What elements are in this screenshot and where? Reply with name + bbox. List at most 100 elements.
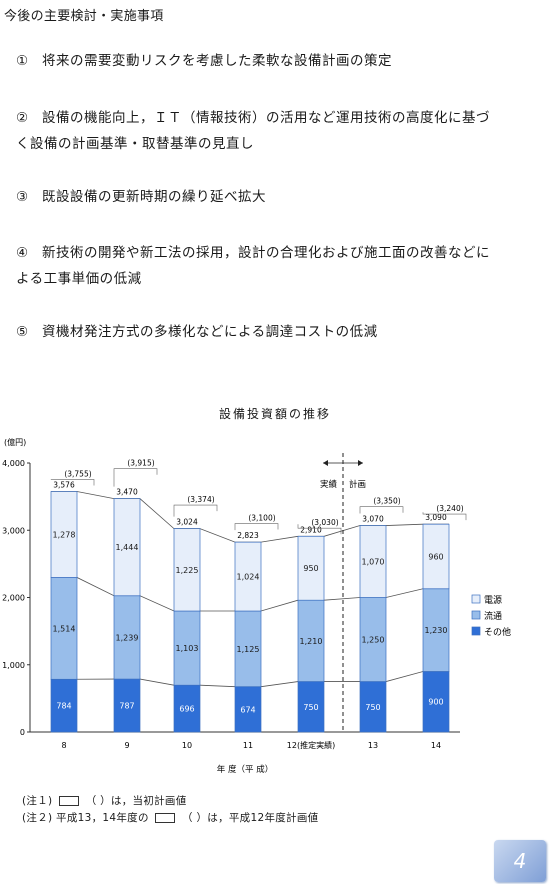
legend-label: 流通 [484, 610, 502, 622]
arrow-left-icon [323, 460, 328, 466]
data-label: 674 [240, 705, 255, 714]
item-number: ① [16, 53, 29, 69]
plan-value-label: (3,374) [187, 495, 214, 504]
bar-segment [113, 498, 141, 597]
x-axis-title: 年 度（平 成） [217, 764, 273, 775]
plan-value-label: (3,240) [436, 504, 463, 513]
plan-value-label: (3,030) [311, 518, 338, 527]
plan-value-label: (3,350) [373, 497, 400, 506]
page-heading: 今後の主要検討・実施事項 [4, 9, 164, 24]
list-item: ⑤ 資機材発注方式の多様化などによる調達コストの低減 [16, 319, 536, 345]
item-text: 既設設備の更新時期の繰り延べ拡大 [42, 189, 266, 205]
y-tick-label: 3,000 [2, 526, 25, 535]
item-number: ④ [16, 245, 29, 261]
legend-box-icon [155, 813, 176, 823]
item-text-continued: く設備の計画基準・取替基準の見直し [16, 136, 254, 152]
data-label: 1,514 [53, 624, 76, 633]
data-label: 1,444 [116, 543, 139, 552]
list-item: ② 設備の機能向上，ＩＴ（情報技術）の活用など運用技術の高度化に基づ く設備の計画… [16, 105, 536, 157]
bar-segment [297, 681, 325, 733]
legend-label: 電源 [484, 595, 502, 606]
list-item: ③ 既設設備の更新時期の繰り延べ拡大 [16, 184, 536, 210]
bar-segment [50, 491, 78, 578]
page-number: 4 [494, 840, 546, 882]
data-label: 784 [56, 702, 71, 711]
item-text-continued: よる工事単価の低減 [16, 271, 142, 287]
bar-segment [173, 528, 201, 612]
plan-bracket [173, 504, 218, 517]
data-label: 1,278 [53, 530, 76, 539]
item-number: ⑤ [16, 324, 29, 340]
plan-bracket [234, 523, 279, 531]
data-label: 1,250 [362, 636, 385, 645]
total-label: 3,070 [362, 515, 384, 524]
legend-swatch [471, 610, 481, 620]
data-label: 960 [428, 552, 443, 561]
bar-segment [113, 595, 141, 680]
data-label: 1,103 [176, 644, 199, 653]
data-label: 1,239 [116, 633, 139, 642]
data-label: 1,225 [176, 566, 199, 575]
x-tick-label: 10 [182, 741, 192, 750]
bar-segment [297, 535, 325, 601]
total-label: 3,576 [53, 481, 75, 490]
legend-swatch [471, 626, 481, 636]
note-2-prefix: (注２) 平成13，14年度の [22, 812, 149, 824]
y-tick-label: 4,000 [2, 459, 25, 468]
item-text: 新技術の開発や新工法の採用，設計の合理化および施工面の改善などに [42, 245, 490, 261]
total-label: 3,090 [425, 513, 447, 522]
item-text: 将来の需要変動リスクを考慮した柔軟な設備計画の策定 [42, 53, 392, 69]
total-label: 2,910 [300, 525, 322, 534]
data-label: 750 [365, 703, 380, 712]
bar-segment [422, 671, 450, 733]
note-2: (注２) 平成13，14年度の （ ）は，平成12年度計画値 [22, 810, 318, 825]
item-text: 設備の機能向上，ＩＴ（情報技術）の活用など運用技術の高度化に基づ [42, 110, 490, 126]
x-tick-label: 9 [124, 741, 129, 750]
list-item: ① 将来の需要変動リスクを考慮した柔軟な設備計画の策定 [16, 48, 536, 74]
bar-segment [234, 686, 262, 733]
x-tick-label: 13 [368, 741, 378, 750]
note-1-prefix: (注１) [22, 795, 53, 807]
note-2-text: （ ）は，平成12年度計画値 [182, 812, 319, 824]
y-tick-label: 2,000 [2, 594, 25, 603]
item-number: ② [16, 110, 29, 126]
plan-value-label: (3,755) [64, 469, 91, 478]
bar-segment [422, 523, 450, 590]
data-label: 900 [428, 698, 443, 707]
legend-swatch [471, 594, 481, 604]
data-label: 950 [303, 564, 318, 573]
arrow-right-icon [358, 460, 363, 466]
bar-segment [359, 681, 387, 733]
bar-segment [234, 541, 262, 612]
bar-segment [50, 577, 78, 680]
y-axis-label: (億円) [4, 437, 26, 447]
plan-value-label: (3,915) [127, 459, 154, 468]
bar-segment [359, 525, 387, 598]
data-label: 750 [303, 703, 318, 712]
item-number: ③ [16, 189, 29, 205]
plan-value-label: (3,100) [248, 514, 275, 523]
total-label: 2,823 [237, 531, 259, 540]
plan-bracket [113, 468, 158, 487]
x-tick-label: 11 [243, 741, 253, 750]
plan-bracket [422, 512, 467, 521]
data-label: 1,070 [362, 558, 385, 567]
x-tick-label: 12(推定実績) [287, 740, 335, 750]
list-item: ④ 新技術の開発や新工法の採用，設計の合理化および施工面の改善などに よる工事単価… [16, 240, 536, 292]
data-label: 787 [119, 702, 134, 711]
data-label: 1,230 [425, 626, 448, 635]
data-label: 1,024 [237, 573, 260, 582]
total-label: 3,024 [176, 518, 198, 527]
plan-bracket [359, 506, 404, 514]
legend-box-icon [59, 796, 80, 806]
item-text: 資機材発注方式の多様化などによる調達コストの低減 [42, 324, 378, 340]
bar-segment [113, 678, 141, 733]
divider-label-plan: 計画 [349, 479, 366, 490]
total-label: 3,470 [116, 488, 138, 497]
note-1-text: （ ）は，当初計画値 [85, 795, 187, 807]
plan-bracket [297, 524, 342, 535]
data-label: 1,210 [300, 637, 323, 646]
plan-bracket [50, 479, 95, 486]
investment-chart: (億円) 0 1,000 2,000 3,000 4,000 784 1,514 1,278 3,… [2, 437, 511, 775]
x-tick-label: 14 [431, 741, 441, 750]
